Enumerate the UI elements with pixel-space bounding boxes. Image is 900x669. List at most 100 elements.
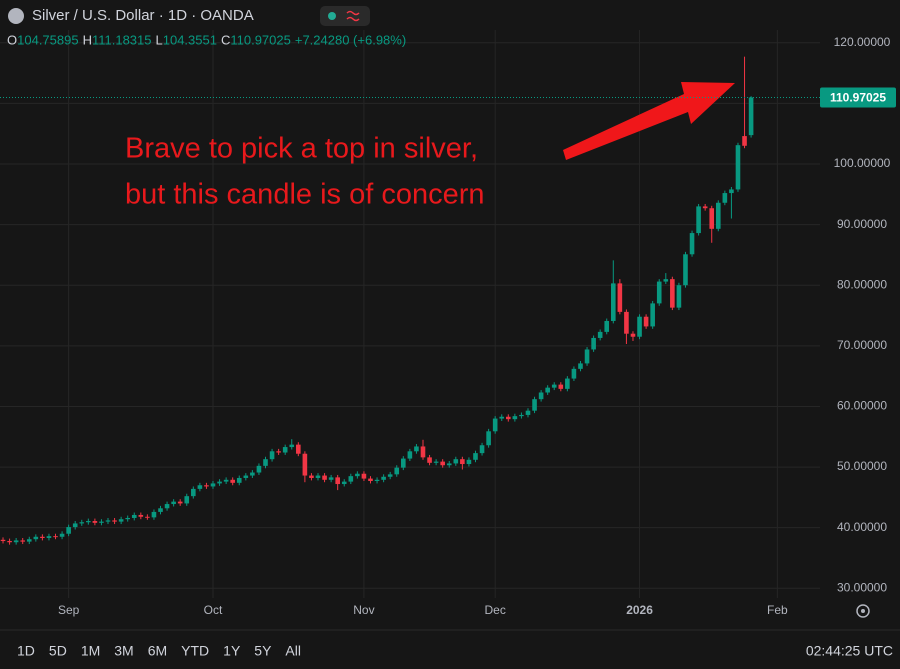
candle-body xyxy=(584,349,590,364)
y-tick-label: 120.00000 xyxy=(834,35,891,49)
y-tick-label: 60.00000 xyxy=(837,399,887,413)
candle-body xyxy=(236,477,242,483)
candle-body xyxy=(610,283,616,321)
legend-change: +7.24280 (+6.98%) xyxy=(295,32,406,47)
candle-body xyxy=(46,536,52,538)
legend-value: 111.18315 xyxy=(92,32,152,47)
candle-body xyxy=(643,316,649,327)
candle-body xyxy=(223,479,229,482)
candle-body xyxy=(33,536,39,540)
range-button[interactable]: 1M xyxy=(81,643,100,659)
range-button[interactable]: 3M xyxy=(114,643,133,659)
candle-body xyxy=(112,520,117,522)
legend-value: 110.97025 xyxy=(230,32,291,47)
range-button[interactable]: 5Y xyxy=(254,643,272,659)
candle-body xyxy=(145,516,150,518)
candle-body xyxy=(26,539,32,542)
status-icon xyxy=(346,10,360,22)
x-tick-label: Oct xyxy=(204,603,223,617)
candle-body xyxy=(532,399,537,411)
legend-label: H xyxy=(83,32,92,47)
candle-body xyxy=(473,453,478,460)
candle-body xyxy=(381,476,386,480)
candle-body xyxy=(683,254,688,286)
candle-body xyxy=(315,475,321,478)
x-tick-label: 2026 xyxy=(626,603,653,617)
candle-body xyxy=(256,465,262,473)
candle-body xyxy=(401,458,406,468)
candle-body xyxy=(571,368,577,379)
candles xyxy=(0,56,754,545)
candle-body xyxy=(506,416,511,420)
toolbar: 1D 5D 1M 3M 6M YTD 1Y 5Y All xyxy=(17,643,301,659)
candle-body xyxy=(289,444,295,448)
candle-body xyxy=(696,206,701,234)
candle-body xyxy=(519,414,524,417)
candle-body xyxy=(414,446,419,452)
clock: 02:44:25 UTC xyxy=(806,643,893,659)
candle-body xyxy=(650,303,655,327)
candle-body xyxy=(440,461,445,466)
candle-body xyxy=(729,189,734,194)
candle-body xyxy=(551,384,557,388)
symbol-icon xyxy=(8,8,24,24)
x-tick-label: Sep xyxy=(58,603,80,617)
settings-icon[interactable] xyxy=(856,604,870,618)
candle-body xyxy=(492,418,498,432)
candle-body xyxy=(40,536,45,538)
candle-body xyxy=(361,473,367,479)
range-button[interactable]: All xyxy=(285,643,301,659)
range-button[interactable]: 6M xyxy=(148,643,167,659)
chart-title: Silver / U.S. Dollar · 1D · OANDA xyxy=(32,7,254,24)
range-button[interactable]: 1D xyxy=(17,643,35,659)
settings-icon-center xyxy=(861,609,865,613)
candle-body xyxy=(433,461,439,463)
annotation: Brave to pick a top in silver, xyxy=(125,133,478,165)
range-button[interactable]: YTD xyxy=(181,643,209,659)
candle-body xyxy=(604,320,610,332)
candle-body xyxy=(466,459,472,465)
candle-body xyxy=(328,477,334,480)
candle-body xyxy=(624,311,629,334)
candle-body xyxy=(663,279,669,282)
candle-body xyxy=(676,285,682,308)
candle-body xyxy=(66,527,71,534)
candle-body xyxy=(0,539,6,542)
legend-label: L xyxy=(156,32,163,47)
candle-body xyxy=(177,501,183,504)
candle-body xyxy=(217,481,222,484)
candle-body xyxy=(20,540,26,542)
candle-body xyxy=(486,431,491,446)
candle-body xyxy=(578,363,583,369)
range-button[interactable]: 1Y xyxy=(223,643,241,659)
candle-body xyxy=(545,387,550,393)
candle-body xyxy=(479,445,485,454)
candle-body xyxy=(263,459,268,466)
candle-body xyxy=(630,333,636,337)
candle-body xyxy=(407,451,413,459)
candle-body xyxy=(512,416,518,420)
candle-body xyxy=(13,540,19,543)
candle-body xyxy=(597,331,603,338)
y-tick-label: 100.00000 xyxy=(834,156,891,170)
candle-body xyxy=(617,283,623,312)
candle-body xyxy=(99,521,104,523)
candle-body xyxy=(131,514,137,518)
y-tick-label: 40.00000 xyxy=(837,520,887,534)
x-tick-label: Dec xyxy=(485,603,506,617)
candle-body xyxy=(191,488,196,497)
last-price-tag xyxy=(820,87,896,108)
candle-body xyxy=(230,479,235,483)
candle-body xyxy=(348,476,354,482)
candle-body xyxy=(374,479,380,482)
y-tick-label: 50.00000 xyxy=(837,459,887,473)
range-button[interactable]: 5D xyxy=(49,643,67,659)
candle-body xyxy=(151,511,157,518)
candle-body xyxy=(125,517,130,520)
grid xyxy=(0,30,820,598)
candle-body xyxy=(355,473,360,477)
candle-body xyxy=(322,475,327,480)
